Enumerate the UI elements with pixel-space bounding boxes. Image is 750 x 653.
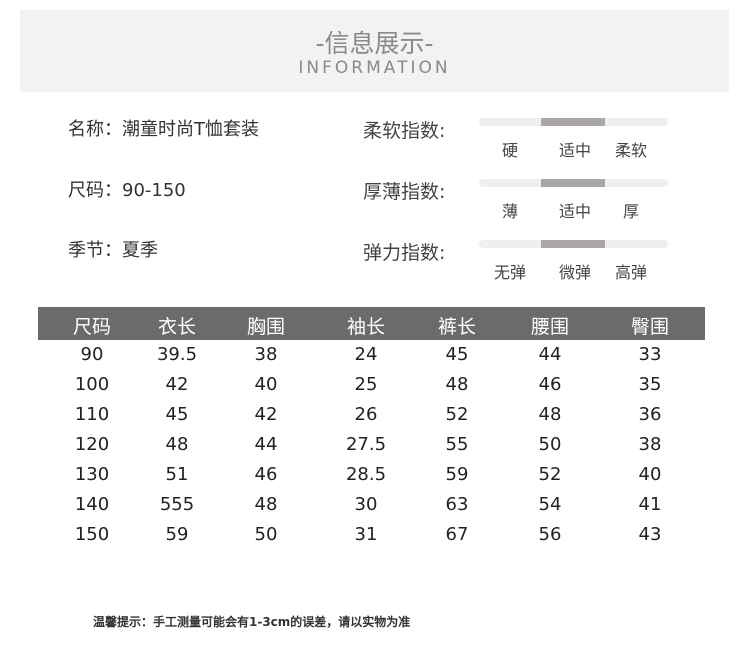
table-cell: 63 <box>445 494 469 515</box>
table-cell: 56 <box>538 524 562 545</box>
table-cell: 38 <box>254 344 278 365</box>
table-cell: 48 <box>254 494 278 515</box>
table-cell: 50 <box>254 524 278 545</box>
table-cell: 54 <box>538 494 562 515</box>
table-cell: 59 <box>165 524 189 545</box>
table-cell: 140 <box>74 494 110 515</box>
table-cell: 46 <box>254 464 278 485</box>
info-value: 潮童时尚T恤套装 <box>122 119 259 140</box>
table-cell: 42 <box>165 374 189 395</box>
index-selected-segment <box>541 179 605 187</box>
index-option: 适中 <box>558 202 592 221</box>
table-cell: 52 <box>538 464 562 485</box>
index-option: 厚 <box>622 202 640 221</box>
index-option: 硬 <box>501 141 519 160</box>
column-header: 裤长 <box>437 316 477 338</box>
column-header: 胸围 <box>246 316 286 338</box>
table-cell: 120 <box>74 434 110 455</box>
column-header: 臀围 <box>630 316 670 338</box>
table-cell: 48 <box>165 434 189 455</box>
table-cell: 50 <box>538 434 562 455</box>
table-cell: 41 <box>638 494 662 515</box>
info-row: 尺码：90-150 <box>68 176 186 202</box>
index-option: 无弹 <box>493 263 527 282</box>
table-cell: 33 <box>638 344 662 365</box>
table-cell: 45 <box>165 404 189 425</box>
table-cell: 25 <box>354 374 378 395</box>
table-cell: 59 <box>445 464 469 485</box>
info-value: 90-150 <box>122 180 186 201</box>
column-header: 尺码 <box>72 316 112 338</box>
table-cell: 30 <box>354 494 378 515</box>
table-cell: 39.5 <box>156 344 198 365</box>
table-cell: 31 <box>354 524 378 545</box>
table-cell: 40 <box>254 374 278 395</box>
table-cell: 150 <box>74 524 110 545</box>
table-cell: 52 <box>445 404 469 425</box>
table-cell: 35 <box>638 374 662 395</box>
index-scale-bar <box>479 118 668 126</box>
table-cell: 110 <box>74 404 110 425</box>
table-cell: 48 <box>538 404 562 425</box>
index-option: 薄 <box>501 202 519 221</box>
info-value: 夏季 <box>122 240 158 261</box>
info-label: 尺码： <box>68 180 122 201</box>
table-cell: 55 <box>445 434 469 455</box>
info-banner: -信息展示- INFORMATION <box>20 10 729 92</box>
table-cell: 45 <box>445 344 469 365</box>
column-header: 衣长 <box>157 316 197 338</box>
table-cell: 51 <box>165 464 189 485</box>
index-selected-segment <box>541 240 605 248</box>
info-label: 季节： <box>68 240 122 261</box>
banner-title: -信息展示- <box>315 29 434 58</box>
index-option: 微弹 <box>558 263 592 282</box>
table-cell: 48 <box>445 374 469 395</box>
table-header: 尺码 衣长 胸围 袖长 裤长 腰围 臀围 <box>38 307 705 340</box>
index-option: 柔软 <box>614 141 648 160</box>
table-cell: 40 <box>638 464 662 485</box>
table-cell: 27.5 <box>345 434 387 455</box>
column-header: 腰围 <box>530 316 570 338</box>
table-cell: 24 <box>354 344 378 365</box>
info-row: 季节：夏季 <box>68 236 158 262</box>
table-cell: 130 <box>74 464 110 485</box>
banner-subtitle: INFORMATION <box>298 58 451 78</box>
table-cell: 44 <box>254 434 278 455</box>
index-scale-bar <box>479 240 668 248</box>
index-option: 适中 <box>558 141 592 160</box>
table-cell: 26 <box>354 404 378 425</box>
table-cell: 67 <box>445 524 469 545</box>
index-selected-segment <box>541 118 605 126</box>
table-cell: 38 <box>638 434 662 455</box>
index-option: 高弹 <box>614 263 648 282</box>
table-cell: 28.5 <box>345 464 387 485</box>
table-cell: 36 <box>638 404 662 425</box>
table-cell: 42 <box>254 404 278 425</box>
table-cell: 46 <box>538 374 562 395</box>
table-cell: 100 <box>74 374 110 395</box>
footer-note: 温馨提示：手工测量可能会有1-3cm的误差，请以实物为准 <box>93 615 411 629</box>
index-label: 弹力指数: <box>363 242 446 264</box>
info-label: 名称： <box>68 119 122 140</box>
table-cell: 44 <box>538 344 562 365</box>
index-label: 柔软指数: <box>363 120 446 142</box>
index-label: 厚薄指数: <box>363 181 446 203</box>
table-cell: 90 <box>80 344 104 365</box>
column-header: 袖长 <box>346 316 386 338</box>
info-row: 名称：潮童时尚T恤套装 <box>68 115 259 141</box>
table-cell: 43 <box>638 524 662 545</box>
table-cell: 555 <box>159 494 195 515</box>
index-scale-bar <box>479 179 668 187</box>
